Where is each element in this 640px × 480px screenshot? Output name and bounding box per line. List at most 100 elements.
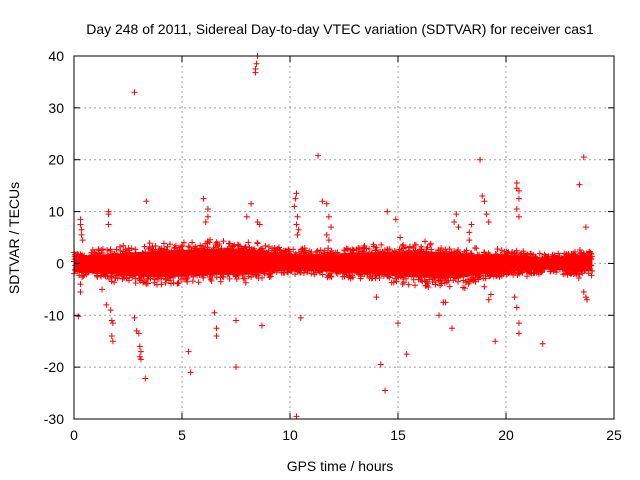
band-point [492,261,499,268]
band-point [258,274,265,281]
data-point [243,213,250,220]
band-point [268,257,275,264]
band-point [178,243,185,250]
data-point [187,369,194,376]
band-point [498,247,505,254]
band-point [349,274,356,281]
band-point [409,263,416,270]
data-point [477,156,484,163]
band-point [154,258,161,265]
x-tick-label: 5 [178,427,186,443]
band-point [87,259,94,266]
band-point [164,261,171,268]
band-point [250,247,257,254]
y-tick-label: -20 [44,359,64,375]
band-point [503,256,510,263]
band-point [468,250,475,257]
band-point [419,255,426,262]
band-point [411,282,418,289]
band-point [588,253,595,260]
band-point [313,248,320,255]
band-point [446,246,453,253]
band-point [373,244,380,251]
band-point [167,241,174,248]
band-point [145,245,152,252]
band-point [527,250,534,257]
data-point [323,200,330,207]
band-point [376,263,383,270]
band-point [328,247,335,254]
data-point [294,213,301,220]
band-point [524,251,531,258]
band-point [416,254,423,261]
band-point [265,247,272,254]
band-point [285,269,292,276]
band-point [413,252,420,259]
data-point [325,237,332,244]
band-point [139,249,146,256]
band-point [400,241,407,248]
data-point [105,221,112,228]
band-point [226,275,233,282]
band-point [308,249,315,256]
band-point [226,240,233,247]
x-tick-label: 0 [70,427,78,443]
data-point [258,322,265,329]
band-point [411,257,418,264]
band-point [146,244,153,251]
band-point [456,271,463,278]
band-point [197,252,204,259]
band-point [416,267,423,274]
data-point [392,216,399,223]
band-point [473,245,480,252]
band-point [425,283,432,290]
data-point [515,195,522,202]
band-point [228,257,235,264]
data-point [75,313,82,320]
band-point [140,272,147,279]
band-point [421,238,428,245]
band-point [164,243,171,250]
band-point [507,266,514,273]
band-point [120,242,127,249]
band-point [364,271,371,278]
band-point [290,246,297,253]
band-point [434,259,441,266]
data-point [515,330,522,337]
band-point [283,255,290,262]
band-point [460,259,467,266]
band-point [405,247,412,254]
band-point [173,261,180,268]
band-point [168,280,175,287]
band-point [116,243,123,250]
data-point [202,218,209,225]
band-point [229,261,236,268]
band-point [463,271,470,278]
band-point [431,255,438,262]
band-point [432,268,439,275]
band-point [203,269,210,276]
data-point [135,330,142,337]
band-point [369,250,376,257]
band-point [428,246,435,253]
band-point [385,273,392,280]
band-point [387,266,394,273]
band-point [440,256,447,263]
band-point [214,250,221,257]
y-tick-label: -10 [44,307,64,323]
plot-frame [73,55,615,420]
band-point [152,243,159,250]
band-point [438,245,445,252]
chart-title: Day 248 of 2011, Sidereal Day-to-day VTE… [86,21,594,37]
band-point [374,247,381,254]
data-point [395,320,401,327]
band-point [406,244,413,251]
band-point [458,263,465,270]
x-tick-label: 25 [606,427,622,443]
data-point [77,216,84,223]
band-point [141,243,148,250]
band-point [532,253,539,260]
band-point [334,249,341,256]
data-point [293,221,300,228]
